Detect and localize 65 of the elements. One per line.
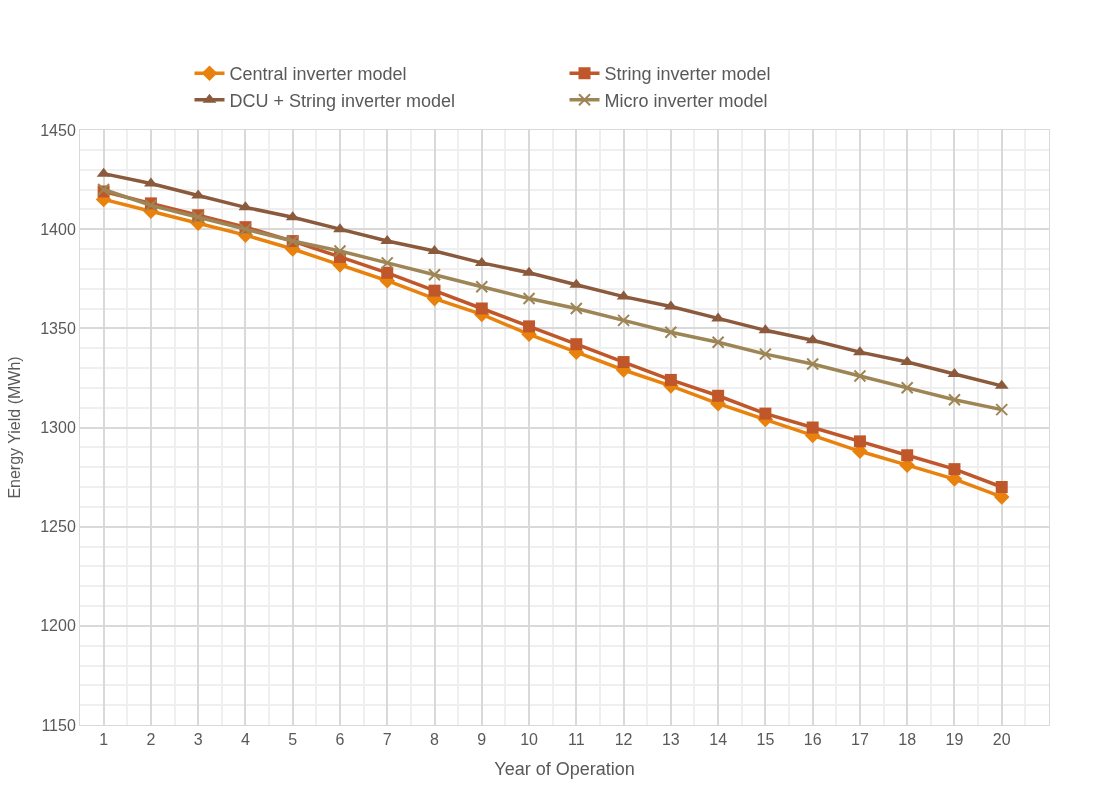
x-tick-label: 3: [193, 731, 203, 749]
point: [806, 421, 819, 434]
y-tick-label: 1400: [40, 220, 76, 238]
point: [522, 292, 536, 306]
x-tick-label: 10: [520, 731, 539, 749]
point: [853, 435, 866, 448]
x-tick-label: 9: [477, 731, 487, 749]
point: [380, 256, 394, 270]
x-tick-label: 6: [335, 731, 345, 749]
point: [711, 335, 725, 349]
x-tick-label: 11: [568, 731, 585, 749]
y-tick-label: 1200: [40, 617, 76, 635]
x-tick-label: 20: [992, 731, 1011, 749]
y-tick-label: 1300: [40, 419, 76, 437]
point: [617, 356, 630, 369]
x-tick-label: 8: [430, 731, 440, 749]
point: [995, 403, 1009, 417]
legend-label: Central inverter model: [229, 64, 407, 85]
x-tick-label: 13: [661, 731, 680, 749]
legend-label: String inverter model: [604, 64, 771, 85]
point: [664, 373, 677, 386]
point: [806, 357, 820, 371]
point: [900, 381, 914, 395]
x-tick-label: 14: [709, 731, 728, 749]
point: [569, 302, 583, 315]
point: [475, 302, 488, 315]
point: [758, 347, 772, 361]
y-tick-label: 1250: [40, 518, 76, 536]
point: [664, 325, 678, 339]
x-tick-label: 4: [240, 731, 250, 749]
x-tick-label: 5: [288, 731, 298, 749]
legend-label: DCU + String inverter model: [229, 90, 456, 111]
x-tick-label: 2: [146, 731, 156, 749]
y-tick-label: 1450: [40, 121, 76, 139]
point: [901, 449, 914, 462]
point: [947, 393, 961, 407]
x-tick-label: 12: [614, 731, 633, 749]
point: [333, 244, 347, 258]
point: [428, 284, 441, 297]
x-tick-label: 7: [382, 731, 392, 749]
point: [759, 407, 772, 420]
point: [853, 346, 867, 356]
x-tick-label: 16: [803, 731, 822, 749]
legend-label: Micro inverter model: [604, 90, 768, 111]
point: [853, 369, 867, 383]
x-tick-label: 18: [898, 731, 917, 749]
point: [570, 338, 583, 351]
point: [428, 268, 442, 282]
x-axis-title: Year of Operation: [494, 759, 635, 780]
point: [333, 223, 347, 233]
y-tick-label: 1150: [41, 716, 76, 734]
x-tick-label: 17: [851, 731, 869, 749]
point: [523, 320, 536, 333]
point: [712, 389, 725, 402]
point: [948, 463, 961, 476]
point: [995, 481, 1008, 493]
y-axis-title: Energy Yield (MWh): [6, 356, 24, 499]
point: [617, 313, 631, 327]
point: [381, 266, 394, 279]
y-tick-label: 1350: [40, 319, 76, 337]
x-tick-label: 19: [945, 731, 964, 749]
x-tick-label: 1: [99, 731, 109, 749]
x-tick-label: 15: [756, 731, 775, 749]
point: [522, 266, 536, 276]
point: [475, 280, 489, 294]
